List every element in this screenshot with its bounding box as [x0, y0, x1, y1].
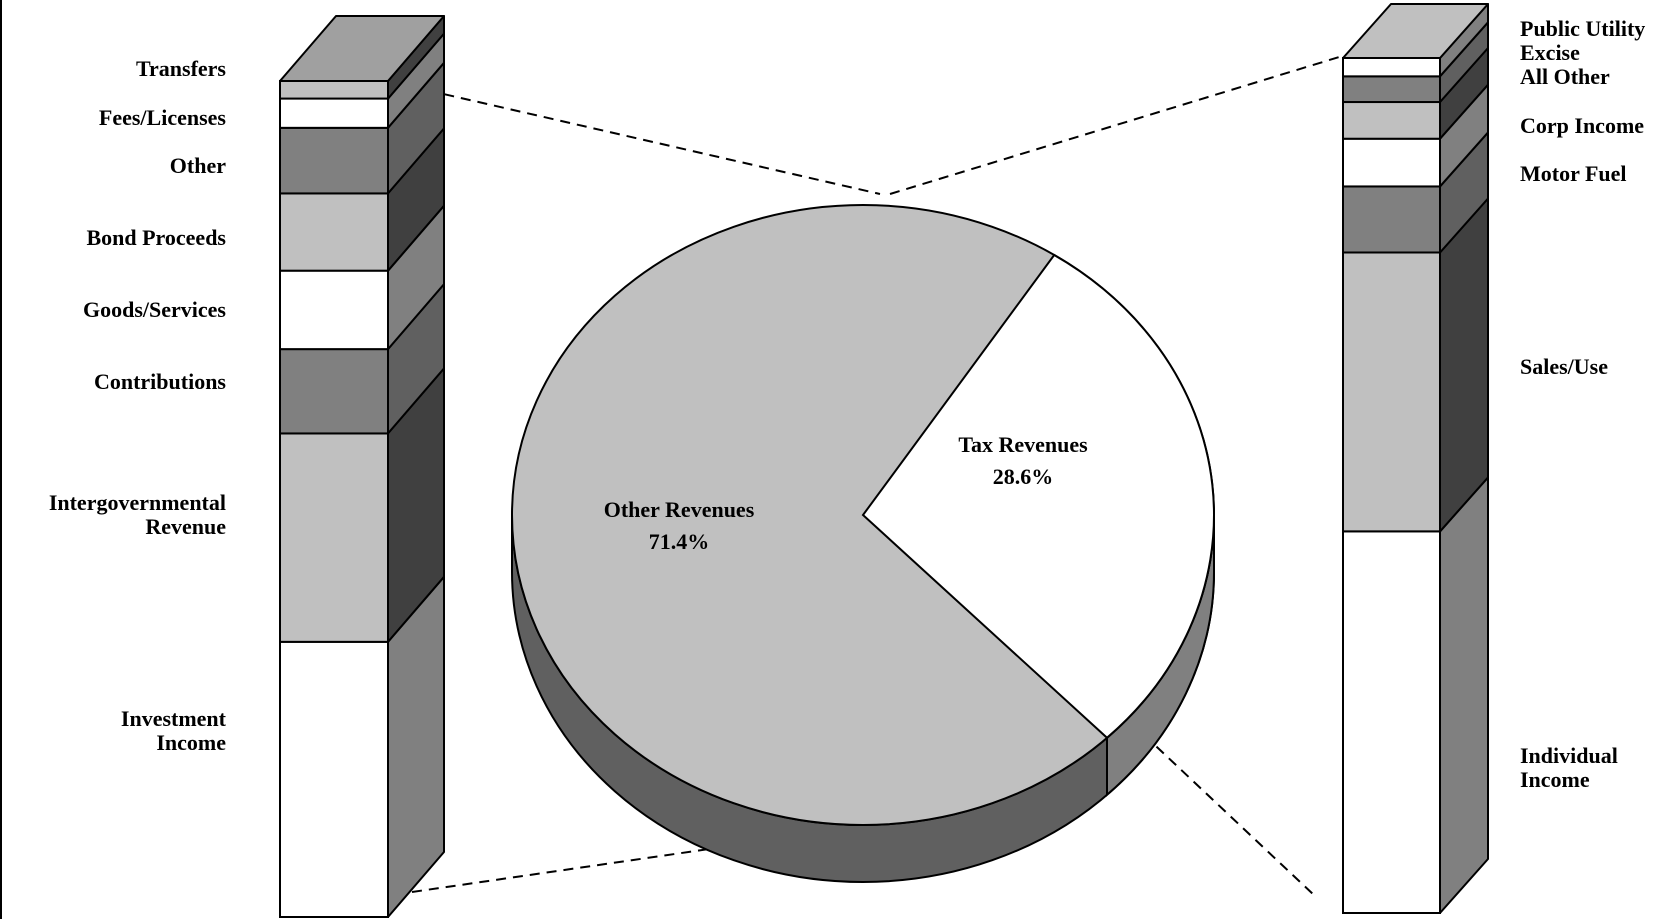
- pie-top-face: [511, 204, 1215, 826]
- bar-segment-individual-income: [1342, 530, 1441, 914]
- bar-side-sales-use: [1439, 197, 1489, 533]
- right-bar-labels: Public Utility Excise All Other Corp Inc…: [1520, 16, 1645, 792]
- bar-segment-public-utility: [1342, 57, 1441, 78]
- bar-segment-other: [279, 126, 389, 195]
- label-individual-income: Income: [1520, 767, 1590, 792]
- bar-segment-motor-fuel: [1342, 185, 1441, 254]
- left-bar-labels: Transfers Fees/Licenses Other Bond Proce…: [49, 56, 227, 755]
- bar-segment-excise: [1342, 75, 1441, 104]
- label-excise: Excise: [1520, 40, 1580, 65]
- connector-left-bottom: [411, 845, 731, 893]
- label-corp-income: Corp Income: [1520, 113, 1644, 138]
- pie-label-tax-revenues: Tax Revenues: [958, 432, 1088, 457]
- bar-segment-contributions: [279, 348, 389, 435]
- label-transfers: Transfers: [136, 56, 226, 81]
- label-intergovernmental: Intergovernmental: [49, 490, 226, 515]
- label-bond-proceeds: Bond Proceeds: [86, 225, 226, 250]
- pie-slice-tax-revenues: [861, 253, 1215, 740]
- label-contributions: Contributions: [94, 369, 226, 394]
- bar-segment-intergovernmental-revenue: [279, 432, 389, 643]
- connector-right-bottom: [1106, 699, 1316, 897]
- connector-right-top: [889, 46, 1373, 195]
- label-investment: Investment: [121, 706, 227, 731]
- bar-segment-bond-proceeds: [279, 192, 389, 272]
- label-all-other: All Other: [1520, 64, 1610, 89]
- label-individual: Individual: [1520, 743, 1618, 768]
- pie-label-other-revenues: Other Revenues: [604, 497, 755, 522]
- label-public-utility: Public Utility: [1520, 16, 1645, 41]
- bar-segment-transfers: [279, 80, 389, 100]
- connector-left-top: [377, 78, 881, 195]
- pie-value-tax-revenues: 28.6%: [993, 464, 1054, 489]
- bar-segment-goods-services: [279, 269, 389, 351]
- label-fees-licenses: Fees/Licenses: [99, 105, 227, 130]
- label-other: Other: [170, 153, 226, 178]
- bar-segment-all-other: [1342, 101, 1441, 140]
- label-intergovernmental-revenue: Revenue: [145, 514, 226, 539]
- tax-revenues-stacked-bar: [1342, 3, 1489, 914]
- bar-top-face: [279, 15, 445, 82]
- label-investment-income: Income: [156, 730, 226, 755]
- bar-segment-sales-use: [1342, 251, 1441, 533]
- label-goods-services: Goods/Services: [83, 297, 226, 322]
- bar-segment-investment-income: [279, 640, 389, 918]
- pie-value-other-revenues: 71.4%: [649, 529, 710, 554]
- label-sales-use: Sales/Use: [1520, 354, 1608, 379]
- bar-top-face: [1342, 3, 1489, 59]
- bar-segment-fees-licenses: [279, 97, 389, 129]
- other-revenues-stacked-bar: [279, 15, 445, 918]
- bar-side-individual-income: [1439, 476, 1489, 914]
- label-motor-fuel: Motor Fuel: [1520, 161, 1627, 186]
- connector-lines: [377, 46, 1373, 897]
- bar-segment-corp-income: [1342, 137, 1441, 188]
